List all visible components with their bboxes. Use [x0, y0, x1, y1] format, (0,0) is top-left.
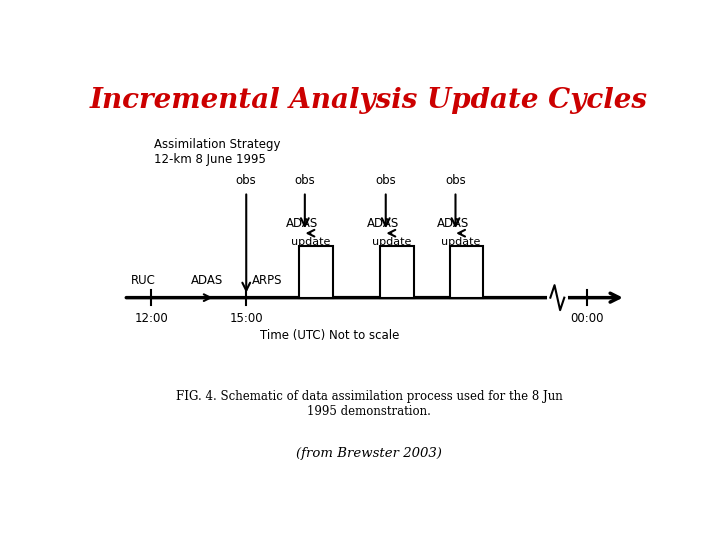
Text: 00:00: 00:00 — [570, 312, 603, 325]
Text: obs: obs — [294, 174, 315, 187]
Text: 15:00: 15:00 — [230, 312, 263, 325]
Text: Incremental Analysis Update Cycles: Incremental Analysis Update Cycles — [90, 86, 648, 113]
Text: ADAS: ADAS — [191, 274, 223, 287]
Text: update: update — [372, 238, 411, 247]
Text: 12:00: 12:00 — [135, 312, 168, 325]
Text: ADAS: ADAS — [436, 217, 469, 230]
Bar — [300, 246, 333, 298]
Text: ARPS: ARPS — [252, 274, 282, 287]
Bar — [380, 246, 413, 298]
Text: obs: obs — [236, 174, 256, 187]
Text: obs: obs — [445, 174, 466, 187]
Text: update: update — [441, 238, 481, 247]
Text: ADAS: ADAS — [286, 217, 318, 230]
Text: ADAS: ADAS — [366, 217, 399, 230]
Text: FIG. 4. Schematic of data assimilation process used for the 8 Jun
1995 demonstra: FIG. 4. Schematic of data assimilation p… — [176, 390, 562, 417]
Text: Time (UTC) Not to scale: Time (UTC) Not to scale — [260, 329, 400, 342]
Text: update: update — [291, 238, 330, 247]
Text: obs: obs — [375, 174, 396, 187]
Bar — [450, 246, 483, 298]
Text: (from Brewster 2003): (from Brewster 2003) — [296, 447, 442, 460]
Text: RUC: RUC — [130, 274, 156, 287]
Text: Assimilation Strategy
12-km 8 June 1995: Assimilation Strategy 12-km 8 June 1995 — [154, 138, 281, 166]
